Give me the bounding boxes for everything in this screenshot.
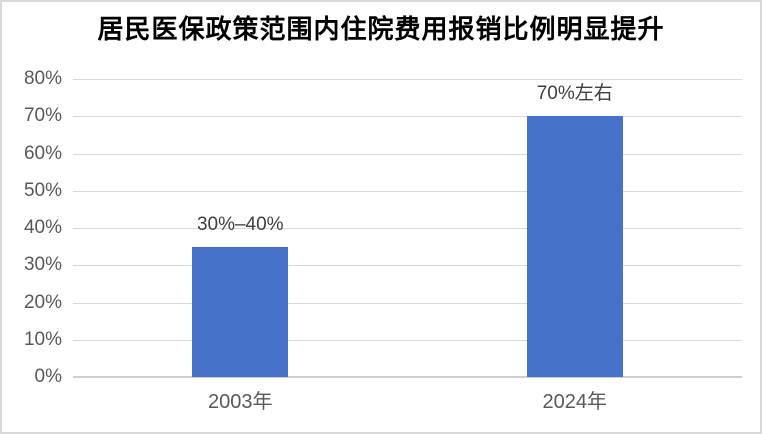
y-tick-label: 30% bbox=[23, 254, 62, 276]
gridline bbox=[73, 228, 742, 229]
y-tick-label: 50% bbox=[23, 179, 62, 201]
y-tick-label: 10% bbox=[23, 328, 62, 350]
x-tick-label-2003年: 2003年 bbox=[208, 391, 273, 413]
y-tick-label: 20% bbox=[23, 291, 62, 313]
data-label-2024年: 70%左右 bbox=[536, 83, 613, 105]
gridline bbox=[73, 79, 742, 80]
gridline bbox=[73, 302, 742, 304]
x-axis-line bbox=[73, 376, 742, 378]
gridline bbox=[73, 153, 742, 155]
gridline bbox=[73, 265, 742, 267]
data-label-2003年: 30%–40% bbox=[196, 213, 284, 235]
y-tick-label: 60% bbox=[23, 142, 62, 164]
gridline bbox=[73, 339, 742, 341]
bar-2003年 bbox=[192, 246, 289, 377]
gridline bbox=[73, 116, 742, 118]
y-tick-label: 40% bbox=[23, 217, 62, 238]
bar-2024年 bbox=[526, 116, 623, 377]
y-tick-label: 80% bbox=[23, 68, 62, 89]
y-tick-label: 0% bbox=[34, 366, 62, 387]
y-tick-label: 70% bbox=[23, 105, 62, 127]
chart-title: 居民医保政策范围内住院费用报销比例明显提升 bbox=[97, 14, 665, 44]
gridline bbox=[73, 190, 742, 192]
x-tick-label-2024年: 2024年 bbox=[542, 391, 608, 413]
